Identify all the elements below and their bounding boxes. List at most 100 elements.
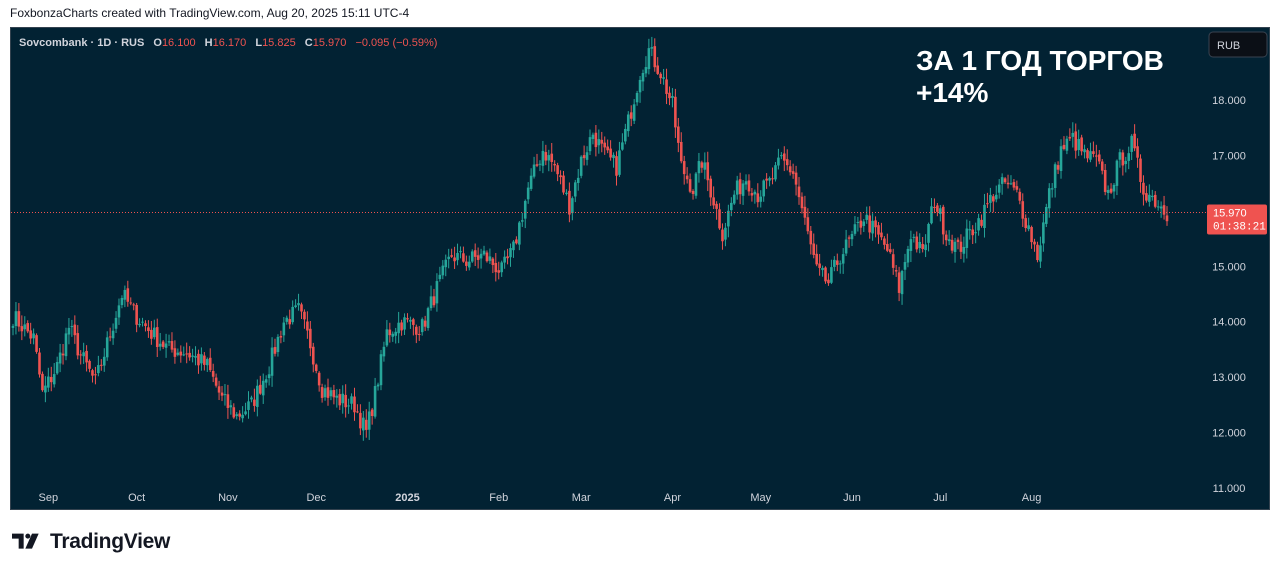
candle [647,38,651,75]
candle [303,309,306,329]
candle [618,141,621,177]
candle [441,260,445,280]
candle [379,349,383,391]
candle [700,160,704,173]
candle [950,234,954,254]
currency-button[interactable]: RUB [1208,31,1268,58]
candle [102,348,106,372]
candle [105,331,109,361]
candle [32,328,35,345]
candle [1015,180,1019,193]
chart-panel[interactable]: 19.00018.00017.00016.00015.00014.00013.0… [10,27,1270,510]
candle [185,342,188,364]
candle [912,233,916,243]
candle [600,131,604,153]
candle [258,375,262,395]
candle [1006,174,1010,189]
candle [830,259,833,285]
candle [247,391,250,419]
candle [803,195,807,225]
candle [459,246,462,259]
candle [730,197,733,217]
candle [261,373,265,404]
candle [1003,177,1007,184]
time-axis: Sep Oct Nov Dec 2025 Feb Mar Apr May Jun Jul Aug [39,492,1042,504]
candle [765,173,768,189]
candle [188,346,191,361]
candle [314,363,318,374]
candle [182,346,186,357]
legend-high-value: 16.170 [213,37,247,49]
candle [67,317,71,345]
candle [753,189,757,204]
candle [409,316,412,329]
candle [117,298,121,325]
candle [241,406,244,423]
candle [397,311,400,344]
candle [871,213,874,241]
candle [709,175,712,206]
candle [573,179,577,203]
candle [706,151,710,192]
candle [1142,175,1145,206]
candle [250,395,253,403]
candle [465,255,468,271]
candle [297,293,300,311]
candle [818,254,821,276]
candle [1047,183,1051,218]
candle [126,280,130,307]
candle [373,377,377,419]
currency-label: RUB [1217,40,1240,52]
candle [624,123,627,145]
candle [568,182,571,223]
candle [841,248,845,274]
candle [794,165,798,196]
candle [385,320,389,348]
candle [612,152,615,168]
candle [1021,193,1025,227]
candle [1059,139,1063,179]
candle [509,243,512,267]
candle [777,148,780,170]
candle [79,350,83,365]
candle [1092,141,1095,158]
candle [23,316,27,337]
candle [936,202,939,217]
price-axis: 19.00018.00017.00016.00015.00014.00013.0… [1212,40,1246,495]
candle [1009,175,1013,185]
candle [52,363,56,388]
y-tick-label: 14.000 [1212,317,1246,329]
candle [1062,136,1066,151]
price-chart[interactable]: 19.00018.00017.00016.00015.00014.00013.0… [11,28,1269,509]
candle [788,160,792,176]
legend-low-label: L [255,37,262,49]
candle [420,317,424,336]
candle [715,201,718,220]
candle [1042,213,1045,252]
candle [491,257,495,274]
candle [576,169,580,191]
legend-close-label: C [305,37,313,49]
candle [641,69,645,91]
candle [744,174,748,190]
candle [311,342,315,373]
candle [364,409,368,438]
candle [147,320,150,338]
candle [1018,188,1022,205]
candle [877,222,880,244]
candle [1080,134,1083,156]
candle [1136,138,1139,168]
candle [741,180,745,205]
candle [756,183,760,208]
candle [429,285,433,311]
candle [927,222,930,252]
candle [1065,135,1069,155]
candle [821,265,824,277]
candle [350,393,353,410]
candle [983,193,986,238]
candle [724,222,727,247]
candle [980,214,983,228]
candle [659,72,662,84]
candle [847,235,851,248]
candle [903,253,907,281]
